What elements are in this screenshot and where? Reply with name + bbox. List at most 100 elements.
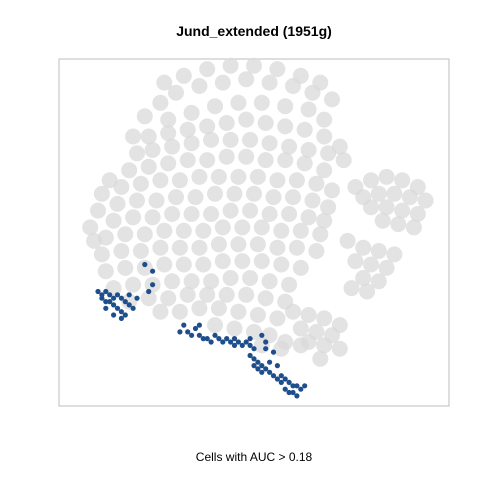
x-axis-label: Cells with AUC > 0.18 — [196, 450, 313, 464]
auc-cell-point — [259, 363, 265, 369]
cell-point — [405, 219, 422, 236]
cell-point — [257, 290, 274, 307]
cell-point — [343, 280, 360, 297]
cell-point — [417, 192, 434, 209]
cell-point — [179, 286, 196, 303]
cell-point — [347, 253, 364, 270]
cell-point — [210, 300, 227, 317]
cell-point — [125, 209, 142, 226]
cell-point — [214, 74, 231, 91]
cell-point — [242, 270, 259, 286]
cell-point — [312, 226, 329, 243]
cell-point — [324, 91, 340, 108]
cell-point — [183, 135, 200, 152]
cell-point — [207, 185, 223, 202]
cell-point — [363, 199, 379, 216]
cell-point — [183, 104, 200, 121]
cell-point — [152, 303, 169, 320]
cell-point — [82, 219, 99, 236]
cell-point — [203, 273, 220, 290]
auc-cell-point — [107, 299, 113, 305]
auc-cell-point — [196, 322, 202, 328]
cell-point — [117, 226, 134, 243]
auc-cell-point — [235, 339, 241, 345]
cell-point — [230, 94, 247, 111]
cell-point — [320, 145, 337, 162]
cell-point — [113, 179, 130, 195]
cell-point — [168, 189, 184, 206]
auc-cell-point — [294, 383, 300, 389]
cell-point — [308, 175, 325, 192]
cell-point — [277, 118, 294, 135]
auc-cell-point — [99, 295, 105, 301]
cell-point — [195, 256, 212, 273]
cell-point — [191, 78, 208, 94]
cell-point — [242, 131, 259, 148]
auc-cell-point — [239, 342, 245, 348]
cell-point — [93, 185, 110, 202]
cell-point — [152, 239, 169, 256]
auc-cell-point — [255, 366, 261, 372]
cell-point — [179, 152, 196, 169]
auc-cell-point — [263, 346, 269, 352]
cell-point — [249, 168, 266, 185]
auc-cell-point — [294, 393, 300, 399]
auc-cell-point — [251, 346, 257, 352]
cell-point — [339, 232, 356, 249]
auc-cell-point — [200, 336, 206, 342]
auc-cell-point — [286, 379, 292, 385]
cell-point — [386, 185, 403, 202]
cell-point — [140, 158, 157, 175]
cell-point — [277, 98, 294, 115]
cell-point — [300, 209, 317, 226]
auc-cell-point — [95, 288, 101, 295]
cell-point — [265, 189, 282, 206]
cell-point — [144, 209, 161, 226]
auc-cell-point — [114, 305, 121, 311]
cell-point — [160, 111, 177, 128]
cell-point — [370, 273, 387, 290]
cell-point — [312, 74, 329, 91]
cell-point — [300, 334, 317, 350]
cell-point — [90, 202, 106, 219]
cell-point — [249, 307, 266, 323]
cell-point — [390, 216, 407, 233]
auc-cell-point — [270, 349, 277, 355]
auc-cell-point — [290, 383, 296, 389]
auc-cell-point — [278, 373, 284, 379]
auc-cell-point — [251, 363, 257, 369]
cell-point — [253, 337, 270, 354]
cell-point — [226, 320, 243, 337]
cell-point — [394, 172, 411, 189]
auc-cell-point — [189, 332, 195, 338]
auc-cell-point — [247, 342, 253, 348]
cell-point — [242, 202, 259, 219]
auc-cell-point — [259, 332, 265, 338]
auc-cell-point — [216, 336, 222, 342]
auc-cell-point — [274, 376, 280, 382]
cell-point — [285, 303, 301, 320]
cell-point — [210, 168, 227, 185]
auc-cell-point — [282, 386, 288, 392]
auc-cell-point — [103, 305, 109, 311]
cell-point — [296, 121, 313, 138]
cell-point — [355, 239, 372, 256]
cell-point — [378, 199, 395, 216]
cell-point — [246, 185, 262, 202]
cell-point — [261, 74, 278, 91]
auc-cell-point — [286, 389, 292, 396]
cell-point — [277, 152, 294, 169]
auc-cell-point — [267, 359, 273, 365]
cell-point — [269, 239, 286, 256]
cell-point — [249, 236, 266, 253]
cell-point — [207, 317, 223, 334]
cell-point — [273, 340, 290, 357]
auc-cell-point — [192, 325, 199, 332]
cell-point — [281, 206, 298, 222]
cell-point — [101, 172, 118, 189]
cell-point — [292, 259, 309, 276]
cell-point — [179, 121, 196, 138]
cell-point — [238, 71, 255, 88]
cell-point — [304, 192, 321, 209]
